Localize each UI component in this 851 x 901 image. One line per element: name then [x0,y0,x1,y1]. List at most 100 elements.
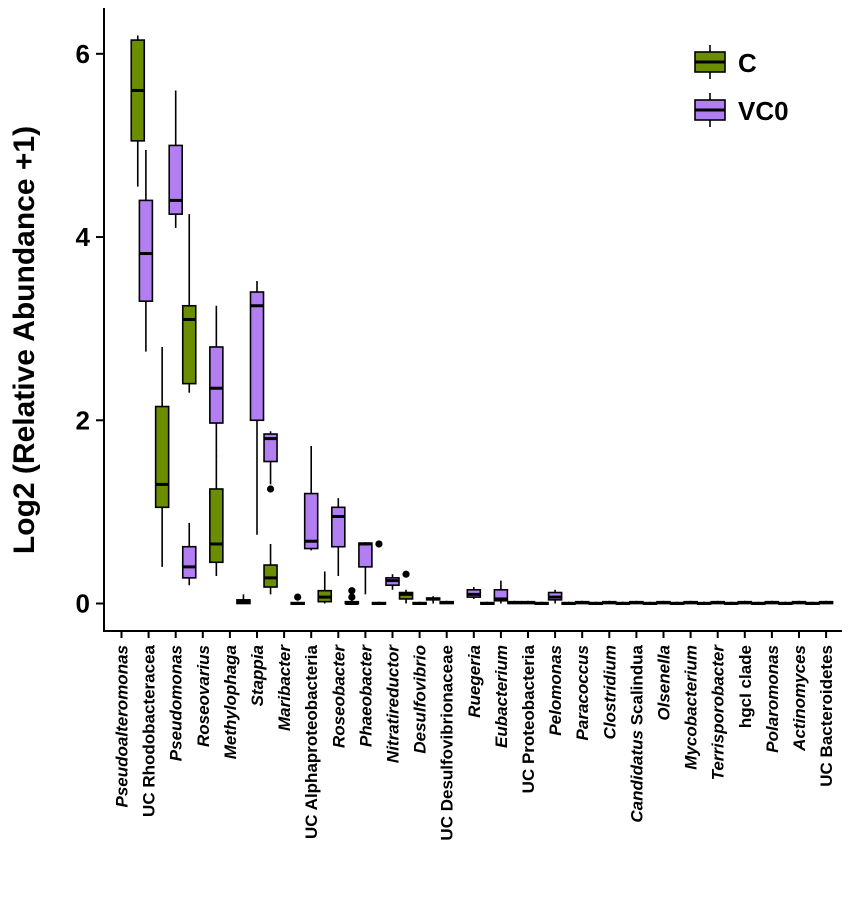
box-VC0-5 [181,522,197,586]
box-VC0-34 [601,600,617,605]
box-body [358,542,373,568]
x-tick-label: Nitratireductor [384,644,403,763]
box-C-20 [398,570,414,604]
box-outlier [348,587,356,595]
box-VC0-32 [574,600,590,605]
x-tick-label-italic-part: Candidatus [627,730,646,823]
box-VC0-46 [764,600,780,605]
box-VC0-11 [263,431,278,493]
x-tick-label: Pseudoalteromonas [113,645,132,808]
x-tick-label: Roseovarius [194,645,213,747]
box-C-25 [480,601,495,606]
box-VC0-30 [547,589,563,604]
box-VC0-9 [249,281,265,535]
box-C-10 [263,543,278,595]
box-VC0-50 [818,600,834,605]
box-body [154,405,170,509]
box-C-12 [290,593,305,606]
box-VC0-40 [683,600,698,605]
box-C-35 [615,601,631,606]
y-tick-label: 4 [76,222,91,252]
box-C-49 [805,601,820,606]
x-tick-label: hgcI clade [736,645,755,728]
x-tick-label: UC Rhodobacteracea [140,644,159,816]
box-outlier [402,570,410,578]
box-body [209,346,224,424]
box-outlier [266,485,275,493]
box-C-4 [181,214,197,393]
x-tick-label: Actinomyces [790,645,809,752]
box-body [209,488,224,564]
x-tick-label: Ruegeria [465,645,484,718]
legend-entry-VC0: VC0 [694,93,789,127]
box-body [249,291,265,422]
box-C-0 [130,35,146,187]
x-ticks: Pseudoalteromonas UC Rhodobacteracea Pseud… [113,631,836,841]
x-tick-label: Polaromonas [763,645,782,753]
box-C-33 [588,601,604,606]
x-tick-label-plain-part: Scalindua [627,644,646,730]
legend-label: C [738,48,757,78]
box-outlier [375,540,383,548]
box-body [181,304,197,385]
box-C-41 [696,601,712,606]
box-VC0-1 [138,150,154,352]
box-VC0-23 [439,600,455,605]
x-tick-label: Eubacterium [492,645,511,748]
box-VC0-48 [791,600,807,605]
box-C-47 [778,601,793,606]
x-tick-label: UC Desulfovibrionaceae [438,645,457,841]
box-body [181,545,197,579]
x-tick-label: Phaeobacter [356,644,375,747]
box-VC0-28 [520,600,536,605]
legend-entry-C: C [694,45,757,79]
box-VC0-38 [656,600,671,605]
box-VC0-6 [209,305,224,457]
y-tick-label: 2 [76,405,90,435]
x-tick-label: UC Alphaproteobacteria [302,644,321,839]
box-VC0-3 [168,90,183,228]
box-C-29 [534,601,549,606]
box-VC0-21 [412,601,427,606]
box-body [263,433,278,463]
x-tick-label: Pseudomonas [167,645,186,761]
x-tick-label: Paracoccus [573,645,592,740]
box-C-22 [425,596,441,604]
box-C-43 [723,601,739,606]
box-C-39 [669,601,685,606]
x-tick-label: Roseobacter [329,644,348,748]
y-axis-label: Log2 (Relative Abundance +1) [8,126,41,554]
box-VC0-17 [358,542,373,595]
x-tick-label: Clostridium [600,645,619,739]
box-C-16 [344,587,360,606]
box-body [168,144,183,215]
x-tick-label: Mycobacterium [682,645,701,770]
x-tick-label: Stappia [248,645,267,706]
boxes-layer [130,35,834,606]
box-VC0-24 [466,587,482,599]
y-tick-label: 0 [76,589,90,619]
box-C-45 [751,601,766,606]
x-tick-label: Olsenella [655,645,674,721]
box-VC0-26 [493,580,509,604]
box-VC0-42 [710,600,726,605]
box-C-27 [507,600,522,605]
box-body [303,492,319,550]
box-body [263,564,278,588]
box-outlier [348,593,356,601]
x-tick-label: Maribacter [275,644,294,731]
box-VC0-44 [737,600,753,605]
legend: C VC0 [694,45,789,127]
box-C-18 [371,540,387,606]
box-C-2 [154,346,170,567]
x-tick-label: Pelomonas [546,645,565,736]
box-VC0-15 [330,498,346,577]
x-tick-label: Desulfovibrio [411,645,430,754]
box-C-37 [642,601,658,606]
box-VC0-36 [629,600,644,605]
box-C-7 [209,455,224,577]
y-tick-label: 6 [76,39,90,69]
box-C-8 [236,594,251,605]
box-VC0-13 [303,445,319,551]
